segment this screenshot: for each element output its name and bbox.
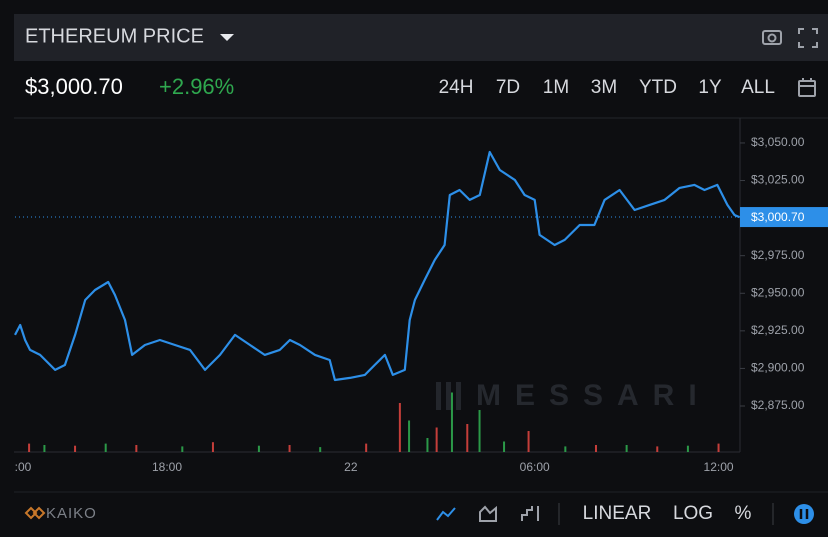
y-tick-label: $2,900.00 (751, 361, 805, 375)
price-line (14, 150, 740, 382)
volume-bar (527, 431, 530, 452)
volume-bar (466, 424, 469, 452)
volume-bar (435, 427, 438, 452)
volume-bar (43, 445, 46, 452)
step-icon[interactable] (521, 506, 539, 521)
volume-bar (426, 438, 429, 452)
source: KAIKO (46, 505, 97, 522)
volume-bar (257, 445, 260, 452)
y-tick-label: $2,975.00 (751, 248, 805, 262)
scale-button[interactable]: % (735, 503, 752, 524)
volume-bar (656, 446, 659, 452)
logo-bar (446, 382, 451, 410)
camera-lens (767, 33, 777, 43)
x-tick-label: 12:00 (704, 460, 734, 474)
plot: $2,875.00 $2,900.00 $2,925.00 $2,950.00 $2,9… (14, 135, 828, 474)
volume-bar (104, 443, 107, 452)
x-tick-label: :00 (15, 460, 32, 474)
title-bar (14, 14, 828, 61)
dropdown-arrow[interactable] (220, 34, 234, 41)
volume-bar (564, 446, 567, 452)
kaiko-logo (24, 506, 46, 520)
calendar-body (798, 80, 816, 97)
title[interactable]: ETHEREUM PRICE (25, 25, 204, 47)
volume-bar (717, 443, 720, 452)
y-tick-label: $2,950.00 (751, 285, 805, 299)
range-button[interactable]: 1M (543, 77, 569, 98)
volume-bar (503, 441, 506, 452)
volume-bar (319, 447, 322, 452)
change: +2.96% (159, 74, 234, 99)
volume-bar (135, 445, 138, 452)
volume-bar (181, 446, 184, 452)
watermark: MESSARI (476, 379, 711, 412)
fullscreen-icon[interactable] (798, 28, 818, 48)
scale-button[interactable]: LOG (673, 503, 713, 524)
range-button[interactable]: 1Y (698, 77, 722, 98)
watermark-logo (436, 382, 461, 410)
volume-bar (686, 445, 689, 452)
area-icon[interactable] (479, 505, 497, 522)
calendar-lines (799, 78, 815, 87)
pause-icon (799, 509, 809, 519)
range-button[interactable]: ALL (741, 77, 775, 98)
line-icon[interactable] (436, 507, 456, 521)
scale-button[interactable]: LINEAR (583, 503, 652, 524)
range-button[interactable]: 3M (591, 77, 617, 98)
x-tick-label: 22 (344, 460, 358, 474)
range-selector: 24H 7D 1M 3M YTD 1Y ALL (439, 77, 775, 98)
pause-button[interactable] (794, 504, 814, 524)
y-tick-label: $3,050.00 (751, 135, 805, 149)
x-tick-label: 18:00 (152, 460, 182, 474)
x-tick-label: 06:00 (520, 460, 550, 474)
volume-bar (211, 442, 214, 452)
toolbar-icons (762, 28, 818, 48)
calendar-icon[interactable] (798, 78, 816, 97)
y-tick-label: $2,875.00 (751, 398, 805, 412)
last-price-tag (740, 207, 828, 228)
range-button[interactable]: YTD (639, 77, 677, 98)
y-tick-label: $3,025.00 (751, 173, 805, 187)
logo-bar (436, 382, 441, 410)
volume-bar (450, 392, 453, 452)
price: $3,000.70 (25, 74, 123, 99)
volume-bar (478, 410, 481, 452)
last-price-label: $3,000.70 (751, 210, 805, 224)
logo-bar (456, 382, 461, 410)
volume-bar (365, 443, 368, 452)
volume-bar (625, 445, 628, 452)
volume-bar (398, 403, 401, 452)
camera-icon[interactable] (762, 30, 782, 45)
volume-bar (28, 443, 31, 452)
volume-bar (74, 445, 77, 452)
range-button[interactable]: 7D (496, 77, 520, 98)
y-tick-label: $2,925.00 (751, 323, 805, 337)
range-button[interactable]: 24H (439, 77, 474, 98)
volume-bar (408, 420, 411, 452)
scale-selector: LINEAR LOG% (583, 503, 752, 524)
volume-bar (288, 445, 291, 452)
volume-bar (594, 445, 597, 452)
